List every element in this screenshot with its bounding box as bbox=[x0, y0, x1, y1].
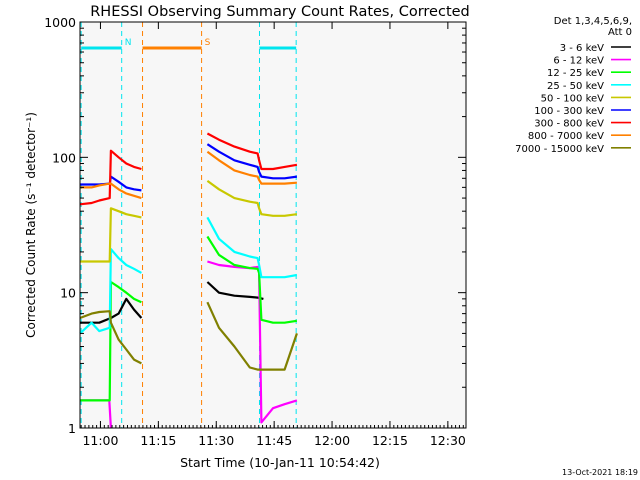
x-tick-label: 12:30 bbox=[430, 433, 466, 448]
legend-label: 50 - 100 keV bbox=[541, 93, 605, 104]
legend-label: 3 - 6 keV bbox=[560, 43, 604, 54]
legend-header: Det 1,3,4,5,6,9, bbox=[554, 16, 632, 27]
legend-label: 800 - 7000 keV bbox=[528, 131, 604, 142]
legend-label: 300 - 800 keV bbox=[534, 119, 604, 130]
flag-n-label: N bbox=[125, 38, 132, 48]
legend-label: 100 - 300 keV bbox=[534, 106, 604, 117]
x-tick-label: 11:15 bbox=[140, 433, 176, 448]
legend-label: 7000 - 15000 keV bbox=[515, 144, 604, 155]
y-tick-label: 1 bbox=[68, 421, 76, 436]
x-tick-label: 11:00 bbox=[82, 433, 118, 448]
legend: Det 1,3,4,5,6,9,Att 0 3 - 6 keV 6 - 12 keV… bbox=[515, 16, 632, 155]
series-line-2 bbox=[80, 235, 298, 402]
series-line-4 bbox=[80, 180, 298, 263]
series-lines bbox=[79, 132, 298, 429]
render-timestamp: 13-Oct-2021 18:19 bbox=[562, 468, 638, 477]
y-tick-label: 100 bbox=[52, 150, 76, 165]
legend-label: 12 - 25 keV bbox=[547, 68, 604, 79]
x-tick-label: 11:30 bbox=[198, 433, 234, 448]
legend-label: 6 - 12 keV bbox=[553, 56, 604, 67]
series-line-8 bbox=[79, 301, 298, 371]
legend-label: 25 - 50 keV bbox=[547, 81, 604, 92]
y-axis-label: Corrected Count Rate (s⁻¹ detector⁻¹) bbox=[24, 112, 38, 338]
series-line-7 bbox=[80, 150, 297, 200]
x-axis-label: Start Time (10-Jan-11 10:54:42) bbox=[180, 455, 380, 470]
plot-background bbox=[80, 22, 466, 428]
legend-header: Att 0 bbox=[608, 27, 632, 38]
x-tick-label: 11:45 bbox=[256, 433, 292, 448]
x-axis: 11:00 11:15 11:30 11:45 12:00 12:15 12:30 bbox=[80, 22, 466, 448]
y-axis: 1 10 100 1000 bbox=[44, 15, 466, 436]
y-tick-label: 1000 bbox=[44, 15, 76, 30]
chart-title: RHESSI Observing Summary Count Rates, Co… bbox=[90, 4, 470, 20]
flag-s-label: S bbox=[205, 38, 211, 48]
plot-frame bbox=[79, 21, 467, 429]
x-tick-label: 12:15 bbox=[372, 433, 408, 448]
series-line-6 bbox=[79, 132, 298, 206]
y-tick-label: 10 bbox=[60, 286, 76, 301]
x-tick-label: 12:00 bbox=[314, 433, 350, 448]
